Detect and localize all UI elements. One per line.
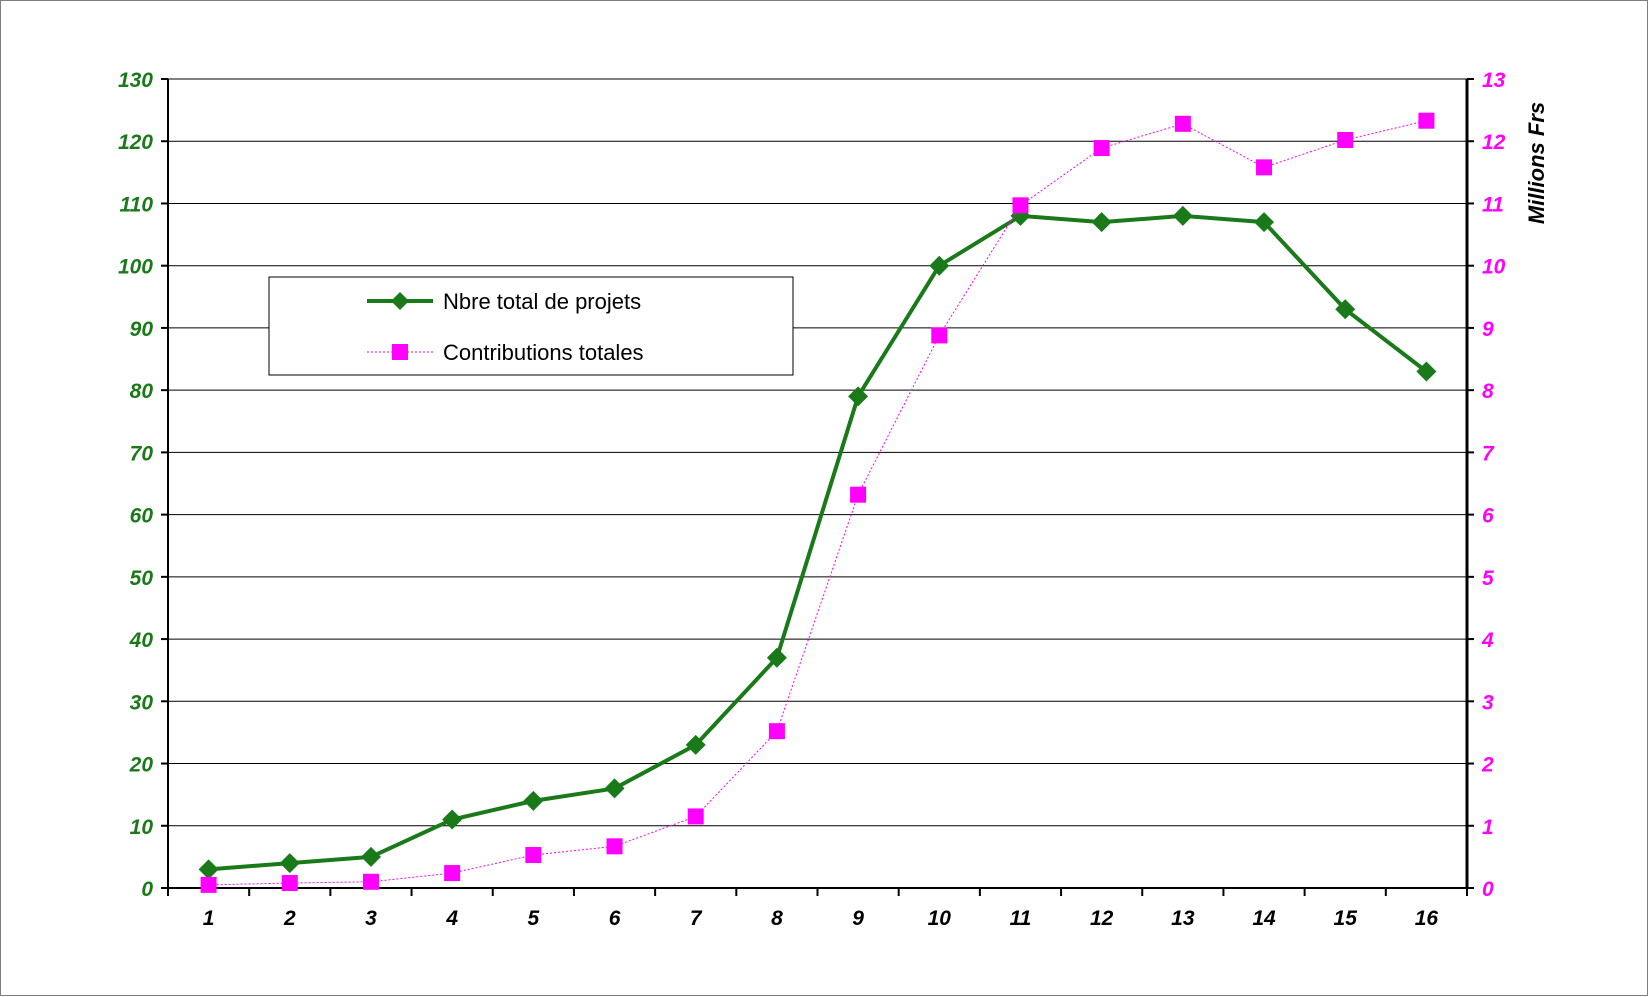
data-point-projets xyxy=(1172,205,1193,226)
x-tick-label: 12 xyxy=(1090,907,1114,930)
left-tick-label: 110 xyxy=(120,193,154,216)
right-tick-label: 11 xyxy=(1482,193,1504,216)
x-tick-label: 13 xyxy=(1171,907,1195,930)
x-tick-label: 11 xyxy=(1010,907,1032,930)
legend: Nbre total de projets Contributions tota… xyxy=(268,276,794,376)
right-tick-label: 7 xyxy=(1482,442,1495,465)
data-point-projets xyxy=(848,386,869,407)
data-point-contributions xyxy=(200,876,217,893)
data-point-contributions xyxy=(1012,197,1029,214)
data-point-projets xyxy=(279,853,300,874)
data-point-projets xyxy=(604,778,625,799)
data-point-projets xyxy=(442,809,463,830)
left-tick-label: 30 xyxy=(130,691,154,714)
data-point-contributions xyxy=(1337,131,1354,148)
data-point-contributions xyxy=(362,873,379,890)
x-tick-label: 4 xyxy=(445,907,458,930)
left-tick-label: 10 xyxy=(130,816,154,839)
right-tick-label: 12 xyxy=(1482,131,1506,154)
data-point-projets xyxy=(766,647,787,668)
data-point-projets xyxy=(685,734,706,755)
right-tick-label: 2 xyxy=(1481,754,1494,777)
series-line-contributions xyxy=(208,120,1427,886)
right-tick-label: 13 xyxy=(1482,69,1506,92)
right-tick-label: 9 xyxy=(1482,318,1494,341)
x-tick-label: 8 xyxy=(771,907,783,930)
left-tick-label: 60 xyxy=(130,505,154,528)
left-tick-label: 80 xyxy=(130,380,154,403)
data-point-projets xyxy=(523,790,544,811)
data-point-contributions xyxy=(768,723,785,740)
data-point-contributions xyxy=(687,808,704,825)
x-tick-label: 9 xyxy=(852,907,864,930)
legend-box xyxy=(268,276,794,376)
x-tick-label: 14 xyxy=(1252,907,1276,930)
x-tick-label: 3 xyxy=(365,907,377,930)
left-tick-label: 100 xyxy=(118,256,153,279)
data-point-projets xyxy=(1091,212,1112,233)
legend-label-contributions: Contributions totales xyxy=(443,340,644,365)
left-tick-label: 90 xyxy=(130,318,154,341)
right-tick-label: 8 xyxy=(1482,380,1494,403)
x-tick-label: 10 xyxy=(928,907,952,930)
data-point-projets xyxy=(360,846,381,867)
x-tick-label: 15 xyxy=(1334,907,1358,930)
data-point-contributions xyxy=(931,327,948,344)
data-point-contributions xyxy=(281,875,298,892)
data-point-projets xyxy=(198,859,219,880)
data-point-contributions xyxy=(1093,140,1110,157)
x-tick-label: 2 xyxy=(283,907,296,930)
x-tick-label: 7 xyxy=(690,907,703,930)
right-axis-title: Millions Frs xyxy=(1524,102,1549,224)
data-point-contributions xyxy=(444,865,461,882)
legend-entry-projets: Nbre total de projets xyxy=(367,289,641,314)
left-tick-label: 70 xyxy=(130,442,154,465)
x-tick-label: 16 xyxy=(1415,907,1439,930)
legend-marker-contributions xyxy=(392,344,408,360)
left-tick-label: 40 xyxy=(129,629,154,652)
data-point-projets xyxy=(1416,361,1437,382)
right-tick-label: 5 xyxy=(1482,567,1494,590)
left-tick-label: 120 xyxy=(118,131,153,154)
data-point-contributions xyxy=(850,486,867,503)
grid-layer xyxy=(168,78,1467,827)
left-tick-label: 130 xyxy=(118,69,153,92)
axes-layer: 0102030405060708090100110120130012345678… xyxy=(118,69,1506,930)
legend-entry-contributions: Contributions totales xyxy=(367,340,644,365)
right-tick-label: 0 xyxy=(1482,878,1494,901)
data-point-contributions xyxy=(525,847,542,864)
right-tick-label: 10 xyxy=(1482,256,1506,279)
series-line-projets xyxy=(208,213,1428,872)
x-tick-label: 1 xyxy=(203,907,215,930)
data-point-projets xyxy=(929,255,950,276)
data-point-contributions xyxy=(1174,115,1191,132)
data-point-contributions xyxy=(1256,159,1273,176)
left-tick-label: 0 xyxy=(141,878,153,901)
data-point-contributions xyxy=(1418,112,1435,129)
left-tick-label: 50 xyxy=(130,567,154,590)
right-tick-label: 6 xyxy=(1482,505,1494,528)
left-tick-label: 20 xyxy=(129,754,154,777)
x-tick-label: 5 xyxy=(528,907,540,930)
right-tick-label: 3 xyxy=(1482,691,1494,714)
data-point-projets xyxy=(1335,299,1356,320)
x-tick-label: 6 xyxy=(609,907,621,930)
legend-marker-projets xyxy=(391,292,409,310)
data-point-projets xyxy=(1254,212,1275,233)
data-point-contributions xyxy=(606,838,623,855)
legend-label-projets: Nbre total de projets xyxy=(443,289,641,314)
right-tick-label: 1 xyxy=(1482,816,1494,839)
right-tick-label: 4 xyxy=(1481,629,1494,652)
series-layer xyxy=(198,112,1437,893)
